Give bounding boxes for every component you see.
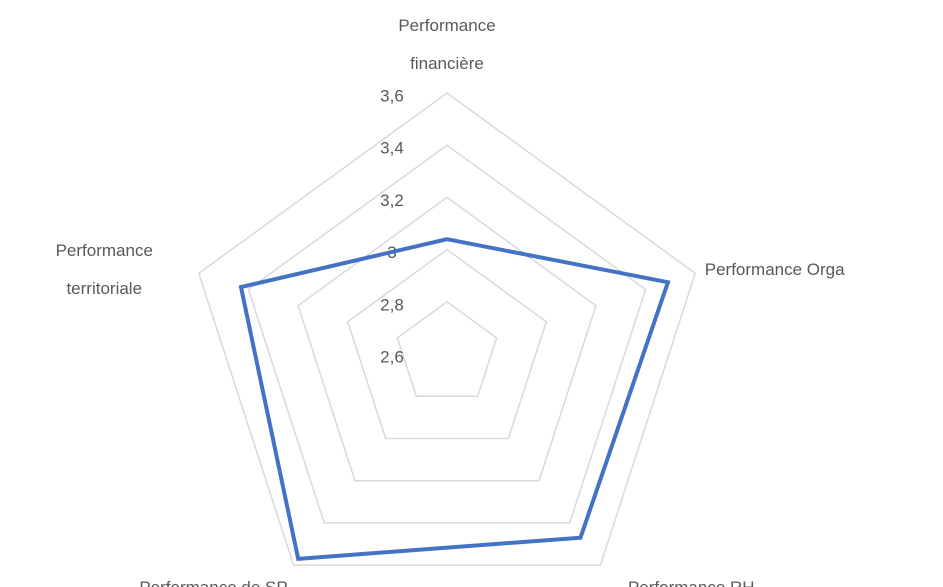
grid-ring [197, 92, 697, 566]
grid-ring [396, 300, 498, 397]
category-label: Performance financière [398, 16, 496, 73]
y-tick-label: 2,8 [380, 295, 404, 314]
y-tick-label: 3,6 [380, 86, 404, 105]
grid-ring [247, 144, 647, 524]
y-tick-label: 2,6 [380, 347, 404, 366]
y-tick-label: 3,2 [380, 191, 404, 210]
series-line [238, 237, 671, 561]
grid-ring [297, 196, 597, 482]
category-label: Performance Orga [704, 260, 845, 280]
y-tick-label: 3,4 [380, 139, 404, 158]
grid-ring [346, 248, 548, 440]
category-label: Performance RH [606, 569, 776, 587]
category-label: Performance de SP [118, 569, 287, 587]
category-label: Performance territoriale [55, 241, 153, 299]
